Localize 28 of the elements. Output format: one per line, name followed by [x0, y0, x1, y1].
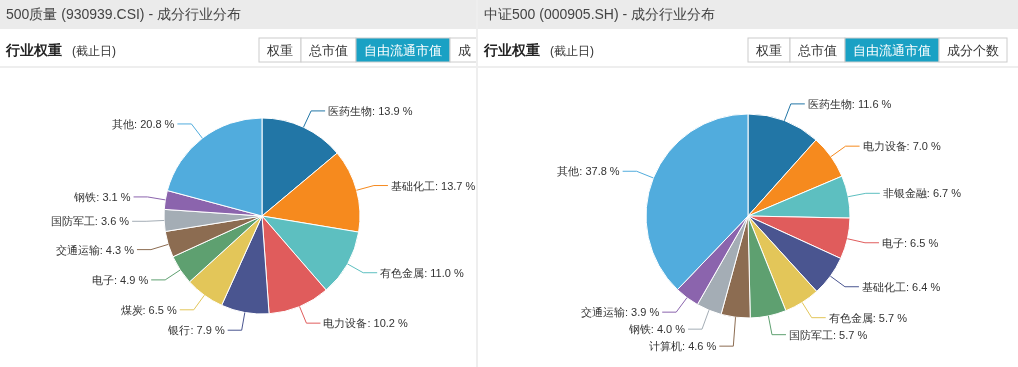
- chart-title: 500质量 (930939.CSI) - 成分行业分布: [6, 6, 241, 22]
- slice-label: 非银金融: 6.7 %: [882, 187, 962, 200]
- slice-label: 电子: 6.5 %: [881, 236, 939, 249]
- text: (截止日): [72, 44, 116, 58]
- slice-label: 钢铁: 4.0 %: [627, 323, 686, 336]
- slice-label: 交通运输: 4.3 %: [55, 243, 135, 256]
- slice-label: 基础化工: 6.4 %: [861, 280, 941, 293]
- slice-label: 医药生物: 13.9 %: [328, 104, 413, 117]
- text: (截止日): [550, 44, 594, 58]
- slice-label: 国防军工: 3.6 %: [50, 215, 130, 228]
- slice-label: 煤炭: 6.5 %: [120, 303, 177, 316]
- slice-label: 其他: 37.8 %: [557, 165, 620, 178]
- slice-label: 医药生物: 11.6 %: [807, 97, 892, 110]
- chart-subtitle: 行业权重: [483, 42, 540, 58]
- slice-label: 钢铁: 3.1 %: [73, 190, 131, 203]
- slice-label: 计算机: 4.6 %: [649, 340, 717, 353]
- slice-label: 电子: 4.9 %: [91, 273, 149, 286]
- chart-subtitle: 行业权重: [5, 42, 62, 58]
- slice-label: 其他: 20.8 %: [112, 117, 175, 130]
- slice-label: 电力设备: 7.0 %: [862, 140, 942, 153]
- slice-label: 电力设备: 10.2 %: [323, 317, 409, 330]
- slice-label: 交通运输: 3.9 %: [580, 306, 660, 319]
- slice-label: 有色金属: 5.7 %: [828, 311, 908, 324]
- slice-label: 国防军工: 5.7 %: [788, 328, 868, 341]
- slice-label: 银行: 7.9 %: [167, 324, 225, 337]
- chart-title: 中证500 (000905.SH) - 成分行业分布: [484, 6, 716, 22]
- slice-label: 有色金属: 11.0 %: [380, 266, 464, 279]
- slice-label: 基础化工: 13.7 %: [390, 179, 476, 192]
